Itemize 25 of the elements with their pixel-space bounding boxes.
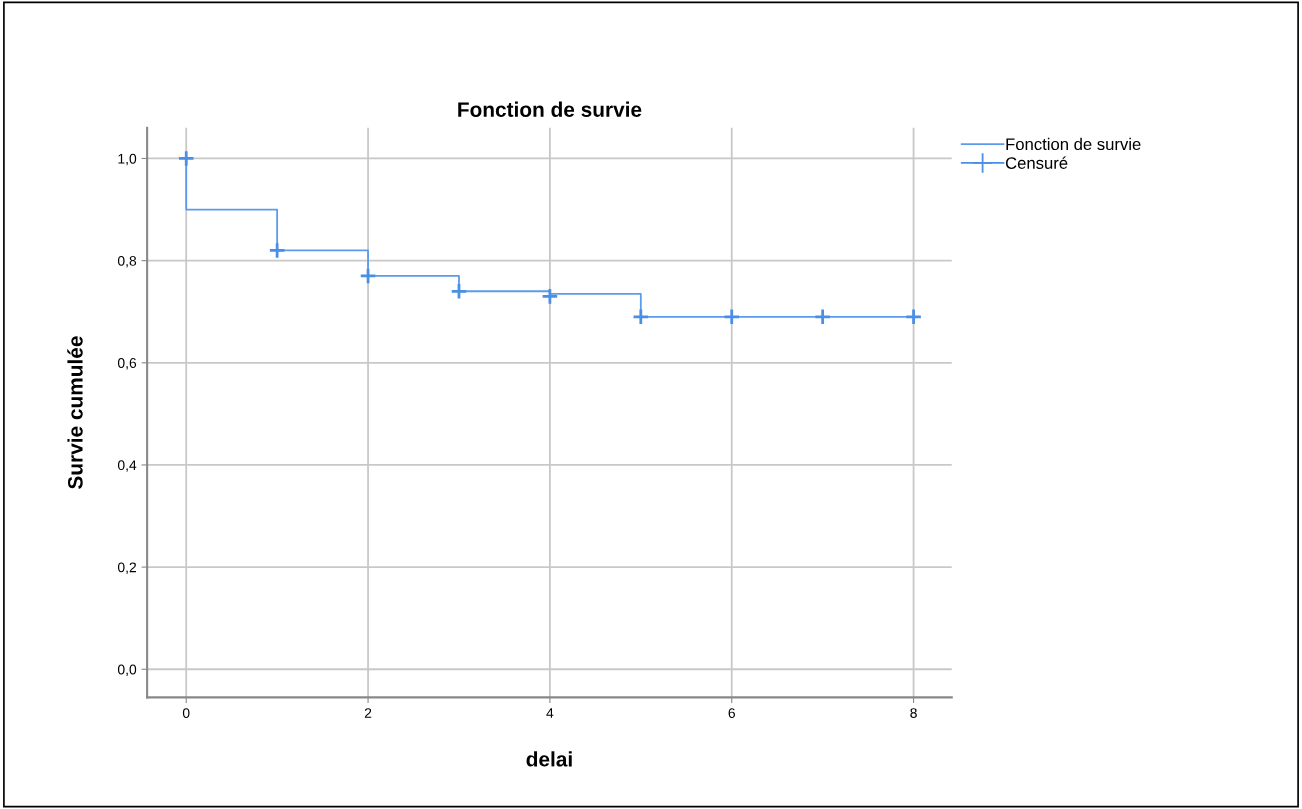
point bbox=[632, 308, 650, 326]
legend-label: Fonction de survie bbox=[1006, 137, 1141, 151]
x-tick-label: 6 bbox=[728, 708, 735, 718]
chart-title: Fonction de survie bbox=[458, 101, 642, 117]
point bbox=[541, 287, 559, 306]
y-tick-label: 0,8 bbox=[117, 255, 137, 268]
y-tick-label: 0,0 bbox=[117, 664, 137, 677]
point bbox=[813, 308, 832, 326]
legend-label: Censuré bbox=[1005, 156, 1068, 169]
x-tick-label: 8 bbox=[910, 708, 917, 718]
point bbox=[904, 308, 923, 326]
y-tick-label: 0,2 bbox=[117, 562, 137, 574]
point bbox=[177, 149, 195, 168]
x-tick-label: 2 bbox=[364, 708, 372, 718]
point bbox=[268, 241, 286, 260]
x-tick-label: 0 bbox=[182, 708, 190, 718]
y-tick-label: 0,4 bbox=[117, 460, 137, 472]
y-tick-label: 0,6 bbox=[117, 358, 137, 370]
point bbox=[450, 282, 468, 300]
y-axis-title: Survie cumulée bbox=[67, 336, 83, 489]
x-axis-title: delai bbox=[526, 751, 572, 767]
y-tick-label: 1,0 bbox=[118, 153, 137, 166]
point bbox=[723, 308, 741, 326]
point bbox=[359, 267, 377, 285]
x-tick-label: 4 bbox=[546, 708, 554, 718]
